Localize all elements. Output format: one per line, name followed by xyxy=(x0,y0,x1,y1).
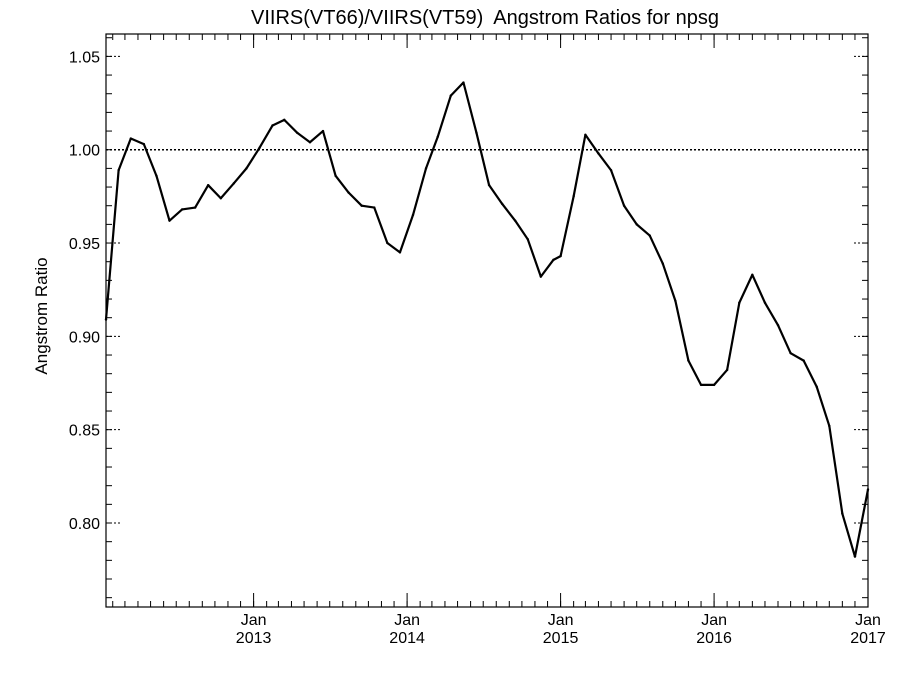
data-point xyxy=(853,555,857,558)
data-point xyxy=(104,318,108,321)
data-point xyxy=(789,351,792,355)
data-point xyxy=(321,129,325,133)
series-group xyxy=(104,81,870,558)
data-point xyxy=(373,206,376,209)
data-point xyxy=(411,213,415,217)
data-point xyxy=(539,275,543,278)
data-point xyxy=(572,195,575,198)
data-point xyxy=(232,182,236,185)
data-point xyxy=(622,204,626,207)
y-axis-ticks: 0.80 0.85 0.90 0.95 1.00 1.05 xyxy=(69,37,868,599)
data-point xyxy=(436,135,439,138)
y-tick-label: 0.85 xyxy=(69,423,100,440)
data-point xyxy=(597,152,600,155)
data-point xyxy=(258,146,261,150)
y-tick-label: 0.80 xyxy=(69,516,100,533)
data-point xyxy=(462,81,465,84)
data-point xyxy=(841,512,844,515)
data-point xyxy=(751,273,754,276)
data-point xyxy=(475,131,478,135)
data-point xyxy=(180,208,184,211)
data-point xyxy=(661,262,664,265)
data-point xyxy=(815,385,818,388)
data-point xyxy=(117,169,120,172)
x-tick-label-year: 2013 xyxy=(236,630,272,647)
data-point xyxy=(168,219,171,222)
data-point xyxy=(674,299,677,303)
plot-frame xyxy=(105,33,869,608)
data-point xyxy=(142,142,146,146)
x-tick-label-year: 2015 xyxy=(543,630,579,647)
data-point xyxy=(271,124,274,127)
y-axis-label: Angstrom Ratio xyxy=(32,257,51,374)
data-point xyxy=(802,359,805,362)
y-tick-label: 0.90 xyxy=(69,329,100,346)
data-point xyxy=(648,234,651,237)
x-tick-label-month: Jan xyxy=(394,612,420,629)
data-point xyxy=(308,141,312,144)
x-tick-label-year: 2014 xyxy=(389,630,425,647)
data-point xyxy=(763,301,767,304)
data-point xyxy=(347,191,350,194)
data-point xyxy=(296,131,299,135)
data-point xyxy=(552,258,555,262)
data-point xyxy=(487,183,491,187)
data-point xyxy=(360,204,363,207)
x-tick-label-month: Jan xyxy=(241,612,267,629)
data-point xyxy=(206,183,210,187)
data-point xyxy=(398,251,402,254)
data-point xyxy=(526,238,529,241)
data-point xyxy=(609,169,613,172)
data-point xyxy=(424,167,428,170)
data-point xyxy=(193,206,197,209)
x-tick-label-month: Jan xyxy=(701,612,727,629)
y-tick-label: 1.05 xyxy=(69,49,100,66)
data-point xyxy=(513,219,517,222)
data-point xyxy=(725,368,729,372)
data-point xyxy=(155,174,158,178)
data-point xyxy=(386,241,389,245)
data-point xyxy=(828,424,831,428)
data-point xyxy=(866,488,870,491)
x-tick-label-month: Jan xyxy=(548,612,574,629)
data-point xyxy=(129,137,133,140)
data-point xyxy=(559,254,562,258)
x-tick-label-year: 2016 xyxy=(696,630,732,647)
data-point xyxy=(219,197,223,200)
data-point xyxy=(687,359,690,362)
x-tick-label-month: Jan xyxy=(855,612,881,629)
data-point xyxy=(699,383,703,387)
data-point xyxy=(334,174,337,178)
data-point xyxy=(712,383,716,387)
data-point xyxy=(635,223,638,226)
data-point xyxy=(245,167,248,170)
x-tick-label-year: 2017 xyxy=(850,630,886,647)
data-point xyxy=(500,202,504,206)
chart-title: VIIRS(VT66)/VIIRS(VT59) Angstrom Ratios … xyxy=(251,7,719,29)
data-point xyxy=(584,133,587,136)
data-point xyxy=(776,323,780,327)
series-line-0 xyxy=(104,81,870,558)
data-point xyxy=(283,118,286,122)
data-point xyxy=(738,301,741,304)
y-tick-label: 1.00 xyxy=(69,143,100,160)
y-tick-label: 0.95 xyxy=(69,236,100,253)
data-point xyxy=(449,94,453,97)
